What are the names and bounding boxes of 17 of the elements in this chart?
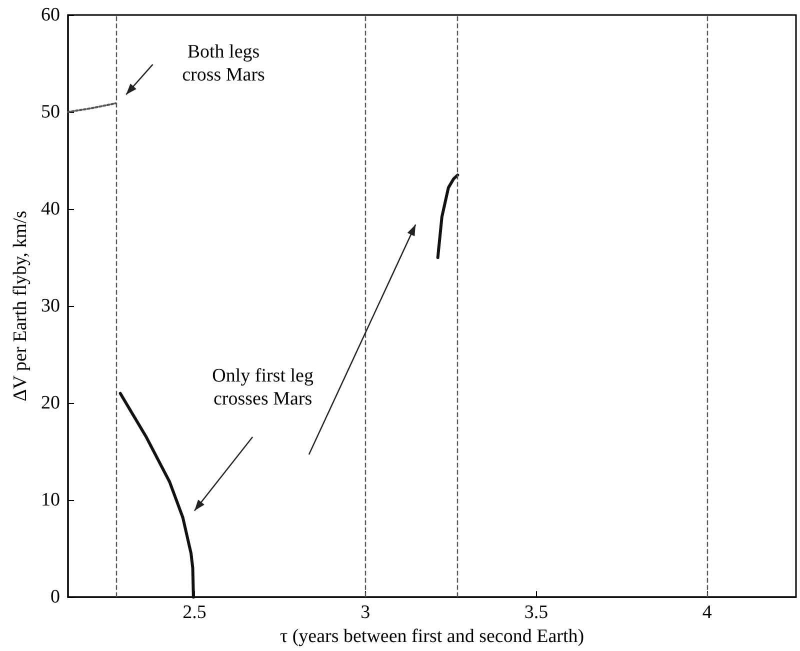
y-tick-label: 0 [50, 586, 60, 608]
x-tick-label: 2.5 [182, 602, 206, 624]
y-axis-title: ΔV per Earth flyby, km/s [10, 210, 32, 402]
y-tick-label: 50 [41, 102, 60, 123]
y-tick-label: 60 [41, 4, 60, 26]
line-series [118, 392, 195, 599]
x-axis-title: τ (years between first and second Earth) [280, 626, 584, 647]
x-tick-label: 3.5 [524, 602, 548, 624]
y-tick-label: 40 [41, 198, 60, 220]
y-tick-label: 20 [41, 392, 60, 414]
annotation: Both legs cross Mars [182, 42, 265, 86]
y-tick-label: 10 [41, 490, 60, 511]
x-tick-label: 3 [360, 602, 370, 624]
annotation: Only first leg crosses Mars [212, 366, 314, 410]
x-tick-label: 4 [702, 602, 712, 624]
line-series [436, 174, 460, 260]
y-tick-label: 30 [41, 296, 60, 317]
